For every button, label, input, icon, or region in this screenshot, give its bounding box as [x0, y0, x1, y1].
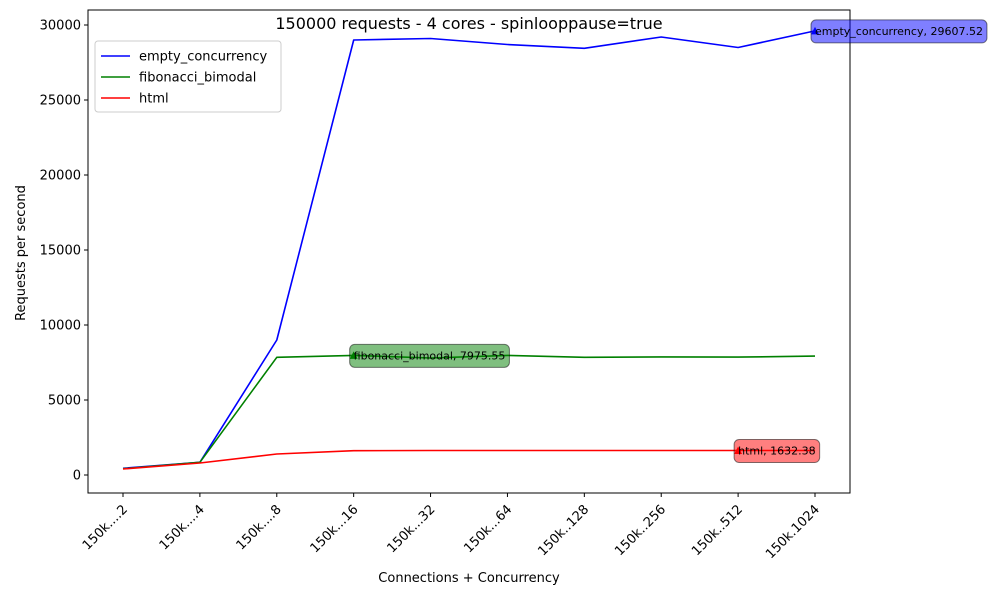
legend-label: empty_concurrency	[139, 50, 267, 65]
annotation-box	[810, 19, 988, 44]
annotation-layer: empty_concurrency, 29607.52 fibonacci_bim…	[349, 19, 988, 464]
annotation-box	[733, 439, 821, 464]
x-tick-label: 150k....4	[157, 502, 208, 553]
x-tick-label: 150k...32	[385, 502, 439, 556]
x-tick-label: 150k....8	[234, 502, 285, 553]
y-tick-label: 15000	[40, 244, 81, 259]
series-line-fibonacci-bimodal	[122, 354, 816, 470]
y-tick-label: 10000	[40, 319, 81, 334]
y-tick-label: 30000	[40, 19, 81, 34]
y-tick-label: 5000	[48, 394, 81, 409]
x-axis-label: Connections + Concurrency	[378, 571, 560, 586]
legend-box	[94, 40, 282, 113]
annotation-text: html, 1632.38	[738, 445, 816, 458]
x-tick-label: 150k....2	[80, 502, 131, 553]
annotation-text: empty_concurrency, 29607.52	[815, 25, 983, 38]
x-tick-label: 150k..512	[689, 502, 746, 559]
annotation-text: fibonacci_bimodal, 7975.55	[354, 349, 506, 362]
y-tick-label: 25000	[40, 94, 81, 109]
y-axis-label: Requests per second	[14, 185, 29, 321]
x-tick-label: 150k...64	[461, 502, 515, 556]
plot-area	[87, 9, 851, 494]
series-line-empty-concurrency	[122, 30, 816, 470]
legend-label: fibonacci_bimodal	[139, 71, 256, 86]
annotation-fibonacci-bimodal: fibonacci_bimodal, 7975.55	[349, 343, 510, 368]
annotation-html: html, 1632.38	[733, 439, 821, 464]
annotation-box	[349, 343, 510, 368]
plot-frame	[87, 9, 851, 494]
x-tick-label: 150k...16	[308, 502, 362, 556]
legend-label: html	[139, 92, 169, 107]
x-tick-label: 150k..256	[612, 502, 669, 559]
annotation-empty-concurrency: empty_concurrency, 29607.52	[810, 19, 988, 44]
y-tick-label: 20000	[40, 169, 81, 184]
y-axis: 0 5000 10000 15000 20000 25000 30000	[40, 19, 88, 484]
series-line-html	[122, 449, 815, 470]
y-tick-label: 0	[73, 469, 81, 484]
x-tick-label: 150k.1024	[763, 502, 823, 562]
x-axis: 150k....2 150k....4 150k....8 150k...16 150k…	[80, 493, 823, 562]
x-tick-label: 150k..128	[535, 502, 592, 559]
chart-title: 150000 requests - 4 cores - spinlooppaus…	[275, 14, 662, 33]
